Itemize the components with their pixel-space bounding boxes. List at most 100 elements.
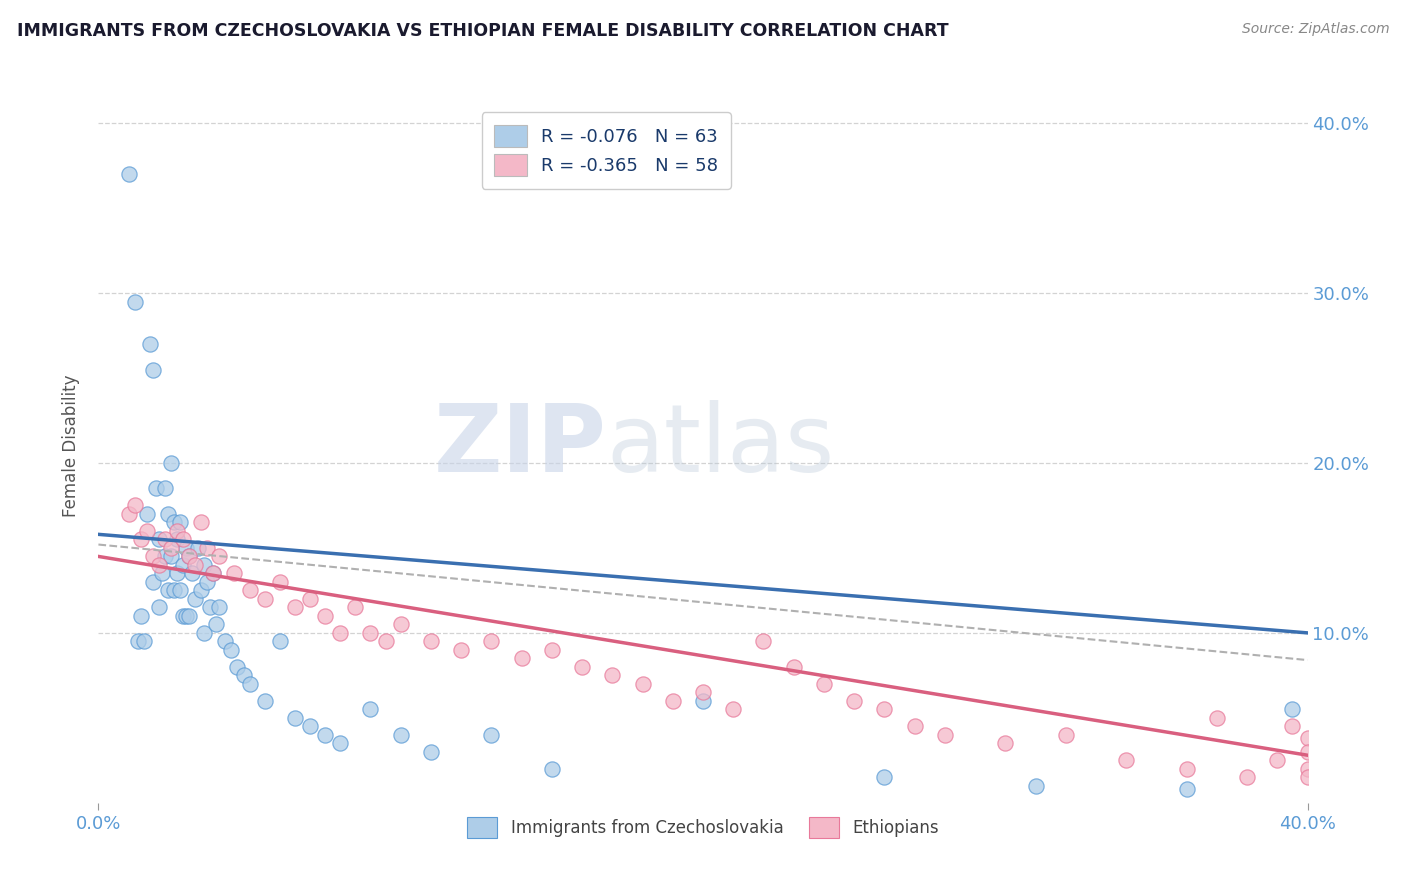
Text: IMMIGRANTS FROM CZECHOSLOVAKIA VS ETHIOPIAN FEMALE DISABILITY CORRELATION CHART: IMMIGRANTS FROM CZECHOSLOVAKIA VS ETHIOP… — [17, 22, 949, 40]
Point — [1267, 753, 1289, 767]
Point — [1115, 753, 1137, 767]
Point — [1296, 762, 1319, 776]
Point — [195, 541, 218, 555]
Point — [723, 702, 745, 716]
Point — [205, 617, 228, 632]
Text: ZIP: ZIP — [433, 400, 606, 492]
Point — [172, 558, 194, 572]
Point — [135, 507, 157, 521]
Point — [934, 728, 956, 742]
Point — [160, 541, 183, 555]
Point — [208, 549, 231, 564]
Point — [195, 574, 218, 589]
Point — [1024, 779, 1046, 793]
Point — [166, 566, 188, 581]
Point — [873, 702, 896, 716]
Point — [752, 634, 775, 648]
Point — [389, 728, 412, 742]
Point — [783, 660, 806, 674]
Point — [166, 533, 188, 547]
Point — [1054, 728, 1077, 742]
Point — [389, 617, 412, 632]
Point — [344, 600, 367, 615]
Point — [139, 337, 162, 351]
Point — [148, 600, 170, 615]
Point — [571, 660, 593, 674]
Point — [160, 456, 183, 470]
Point — [179, 549, 201, 564]
Point — [1175, 762, 1198, 776]
Point — [329, 736, 352, 750]
Point — [208, 600, 231, 615]
Point — [269, 574, 291, 589]
Point — [329, 626, 352, 640]
Point — [1296, 731, 1319, 746]
Point — [1236, 770, 1258, 784]
Point — [166, 524, 188, 538]
Point — [124, 499, 146, 513]
Point — [360, 626, 382, 640]
Point — [174, 608, 197, 623]
Point — [148, 558, 170, 572]
Point — [873, 770, 896, 784]
Point — [224, 566, 246, 581]
Point — [142, 549, 165, 564]
Point — [226, 660, 249, 674]
Point — [420, 634, 443, 648]
Point — [232, 668, 254, 682]
Point — [1281, 702, 1303, 716]
Point — [153, 482, 176, 496]
Point — [169, 516, 191, 530]
Point — [692, 694, 714, 708]
Point — [481, 728, 503, 742]
Point — [1281, 719, 1303, 733]
Point — [193, 558, 215, 572]
Point — [269, 634, 291, 648]
Point — [904, 719, 927, 733]
Point — [163, 583, 186, 598]
Point — [118, 507, 141, 521]
Point — [184, 558, 207, 572]
Point — [299, 591, 322, 606]
Point — [450, 643, 472, 657]
Point — [540, 643, 562, 657]
Point — [202, 566, 225, 581]
Point — [181, 566, 204, 581]
Point — [1296, 770, 1319, 784]
Point — [221, 643, 243, 657]
Point — [481, 634, 503, 648]
Point — [1296, 745, 1319, 759]
Point — [214, 634, 236, 648]
Point — [142, 362, 165, 376]
Point — [994, 736, 1017, 750]
Point — [314, 728, 336, 742]
Point — [118, 167, 141, 181]
Point — [156, 583, 179, 598]
Point — [813, 677, 835, 691]
Point — [692, 685, 714, 699]
Y-axis label: Female Disability: Female Disability — [62, 375, 80, 517]
Point — [1175, 782, 1198, 797]
Point — [510, 651, 533, 665]
Point — [190, 583, 212, 598]
Point — [602, 668, 624, 682]
Point — [179, 608, 201, 623]
Text: Source: ZipAtlas.com: Source: ZipAtlas.com — [1241, 22, 1389, 37]
Point — [163, 516, 186, 530]
Point — [190, 516, 212, 530]
Point — [299, 719, 322, 733]
Point — [1206, 711, 1229, 725]
Point — [132, 634, 155, 648]
Point — [124, 294, 146, 309]
Point — [844, 694, 866, 708]
Point — [200, 600, 222, 615]
Point — [148, 533, 170, 547]
Point — [129, 533, 152, 547]
Point — [153, 533, 176, 547]
Point — [661, 694, 683, 708]
Point — [187, 541, 209, 555]
Point — [153, 549, 176, 564]
Point — [169, 583, 191, 598]
Point — [172, 608, 194, 623]
Point — [179, 549, 201, 564]
